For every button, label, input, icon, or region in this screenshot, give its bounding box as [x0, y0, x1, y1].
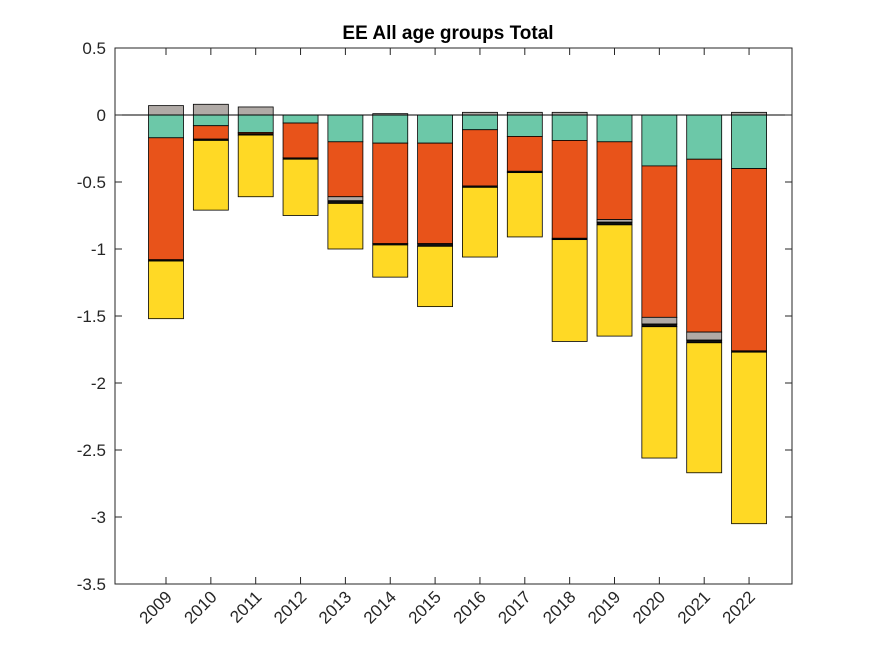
y-tick-label: -1 — [91, 240, 106, 259]
bar-segment-2013-s1 — [327, 114, 364, 143]
bar-segment-2021-s3 — [686, 331, 723, 341]
x-tick-label-2020: 2020 — [629, 587, 669, 627]
y-tick-label: -2 — [91, 374, 106, 393]
x-tick-label-2019: 2019 — [584, 587, 624, 627]
x-tick-label-2017: 2017 — [494, 587, 534, 627]
bar-segment-2013-s5 — [327, 203, 364, 250]
y-axis: 0.5 0 -0.5 -1 -1.5 -2 -2.5 -3 -3.5 — [77, 39, 792, 594]
x-tick-label-2014: 2014 — [360, 587, 400, 627]
bar-segment-2011-s5 — [237, 134, 274, 198]
bar-segment-2020-s2 — [641, 165, 678, 318]
bar-segment-2018-s2 — [551, 140, 588, 239]
x-tick-label-2015: 2015 — [405, 587, 445, 627]
y-tick-label: -1.5 — [77, 307, 106, 326]
x-tick-label-2016: 2016 — [450, 587, 490, 627]
bar-segment-2012-s5 — [282, 158, 319, 216]
bar-segment-2010-s3 — [192, 103, 229, 116]
x-tick-label-2018: 2018 — [539, 587, 579, 627]
bar-segment-2019-s3 — [596, 219, 633, 223]
bar-segment-2018-s1 — [551, 114, 588, 141]
bar-segment-2016-s2 — [462, 129, 498, 187]
y-tick-label: -2.5 — [77, 441, 106, 460]
bars-layer — [148, 103, 767, 525]
x-tick-label-2010: 2010 — [180, 587, 220, 627]
x-tick-label-2012: 2012 — [270, 587, 310, 627]
bar-segment-2013-s2 — [327, 141, 364, 198]
bar-segment-2019-s5 — [596, 224, 633, 337]
x-tick-label-2009: 2009 — [136, 587, 176, 627]
bar-segment-2012-s2 — [282, 122, 319, 159]
bar-segment-2015-s1 — [417, 114, 454, 144]
bar-segment-2014-s1 — [372, 114, 409, 144]
chart-title: EE All age groups Total — [342, 23, 553, 44]
bar-segment-2009-s2 — [148, 137, 184, 261]
y-tick-label: -3 — [91, 508, 106, 527]
bar-segment-2009-s5 — [148, 260, 184, 320]
bar-segment-2012-s1 — [282, 114, 319, 124]
bar-segment-2015-s5 — [417, 245, 454, 308]
bar-segment-2016-s5 — [462, 186, 498, 258]
bar-segment-2021-s5 — [686, 342, 723, 474]
bar-segment-2016-s1 — [462, 114, 498, 131]
y-tick-label: 0 — [97, 106, 106, 125]
bar-segment-2015-s2 — [417, 142, 454, 245]
y-tick-label: -3.5 — [77, 575, 106, 594]
bar-segment-2018-s5 — [551, 239, 588, 342]
bar-segment-2013-s3 — [327, 196, 364, 202]
bar-segment-2020-s5 — [641, 326, 678, 459]
bar-segment-2021-s1 — [686, 114, 723, 160]
bar-segment-2017-s1 — [506, 114, 543, 137]
bar-segment-2022-s5 — [731, 351, 767, 525]
x-tick-label-2021: 2021 — [674, 587, 714, 627]
x-tick-label-2011: 2011 — [226, 587, 265, 626]
bar-segment-2019-s4 — [596, 221, 633, 226]
bar-segment-2010-s2 — [192, 125, 229, 140]
y-tick-label: -0.5 — [77, 173, 106, 192]
bar-segment-2013-s4 — [327, 200, 364, 204]
bar-segment-2021-s4 — [686, 339, 723, 344]
bar-segment-2020-s1 — [641, 114, 678, 167]
bar-segment-2019-s2 — [596, 141, 633, 220]
y-tick-label: 0.5 — [82, 39, 106, 58]
bar-segment-2010-s1 — [192, 114, 229, 127]
bar-segment-2011-s1 — [237, 114, 274, 133]
bar-segment-2009-s1 — [148, 114, 184, 139]
bar-segment-2022-s2 — [731, 168, 767, 352]
bar-segment-2011-s3 — [237, 106, 274, 116]
bar-segment-2014-s2 — [372, 142, 409, 245]
bar-segment-2021-s2 — [686, 158, 723, 333]
x-tick-label-2022: 2022 — [719, 587, 759, 627]
bar-segment-2017-s5 — [506, 172, 543, 238]
bar-segment-2019-s1 — [596, 114, 633, 143]
bar-segment-2020-s3 — [641, 316, 678, 325]
bar-segment-2022-s1 — [731, 114, 767, 169]
bar-segment-2010-s5 — [192, 140, 229, 211]
bar-segment-2017-s2 — [506, 136, 543, 172]
bar-segment-2014-s5 — [372, 244, 409, 278]
x-tick-label-2013: 2013 — [315, 587, 355, 627]
bar-segment-2015-s4 — [417, 243, 454, 247]
bar-segment-2009-s3 — [148, 105, 184, 116]
bar-segment-2020-s4 — [641, 323, 678, 328]
